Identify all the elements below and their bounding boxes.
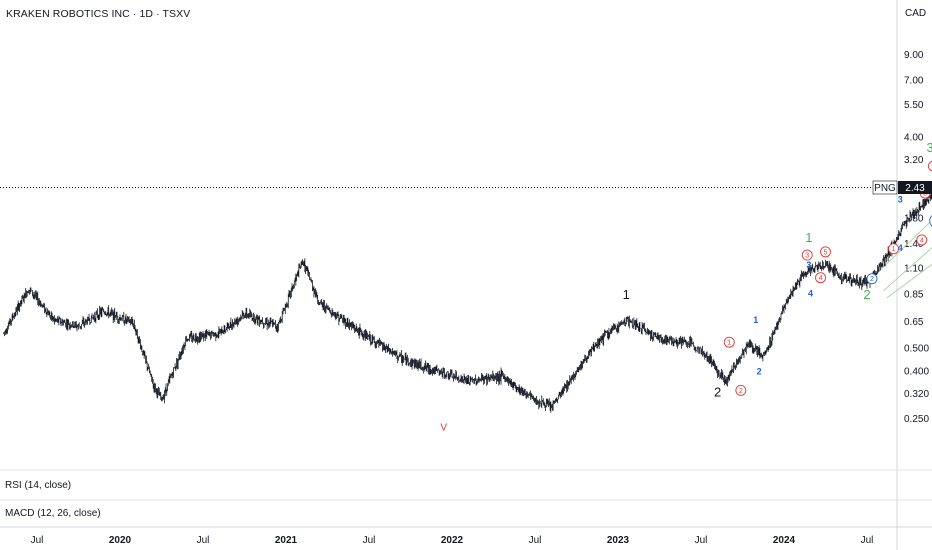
- wave-circle-label: 2: [739, 388, 743, 395]
- x-tick-label: Jul: [529, 535, 542, 546]
- wave-circle-label: 5: [824, 249, 828, 256]
- wave-circle-label: 4: [920, 237, 924, 244]
- wave-label: 2: [714, 385, 721, 400]
- wave-circle: [820, 246, 831, 258]
- x-tick-label: 2020: [109, 535, 132, 546]
- ticker-badge-label: PNG: [874, 183, 896, 194]
- y-tick-label: 0.320: [904, 389, 929, 400]
- y-tick-label: 4.00: [904, 132, 924, 143]
- chart-title: KRAKEN ROBOTICS INC · 1D · TSXV: [6, 8, 191, 20]
- rsi-indicator-label[interactable]: RSI (14, close): [5, 480, 72, 491]
- wave-label: 1: [805, 230, 812, 245]
- trend-channel: [866, 219, 932, 299]
- x-tick-label: 2024: [773, 535, 796, 546]
- y-tick-label: 1.10: [904, 264, 924, 275]
- wave-circle: [927, 160, 932, 172]
- wave-label: 3: [926, 140, 932, 155]
- channel-line: [866, 219, 932, 284]
- channel-line: [886, 263, 932, 299]
- y-axis-ticks: 9.00 7.00 5.50 4.00 3.20 1.80 1.40 1.10 0.85 0.65…: [904, 50, 929, 425]
- x-tick-label: Jul: [197, 535, 210, 546]
- wave-circle: [723, 336, 735, 348]
- channel-line: [883, 246, 932, 292]
- wave-label: 3: [806, 260, 811, 270]
- y-tick-label: 7.00: [904, 76, 924, 87]
- wave-circle: [815, 272, 826, 284]
- y-tick-label: 0.400: [904, 366, 929, 377]
- wave-circle-label: 1: [892, 246, 896, 253]
- wave-circle: [866, 273, 878, 285]
- macd-indicator-label[interactable]: MACD (12, 26, close): [5, 508, 101, 519]
- y-tick-label: 0.65: [904, 317, 924, 328]
- price-badge-label: 2.43: [905, 183, 925, 194]
- wave-label: V: [440, 423, 447, 434]
- wave-label: 1: [623, 287, 630, 302]
- wave-circle-label: 4: [819, 275, 823, 282]
- y-tick-label: 5.50: [904, 100, 924, 111]
- candles: [3, 191, 932, 413]
- x-tick-label: Jul: [363, 535, 376, 546]
- x-tick-label: 2023: [607, 535, 630, 546]
- wave-labels: IIIIIVV12345123512343454: [440, 140, 932, 434]
- wave-circle: [929, 215, 932, 227]
- x-tick-label: 2021: [275, 535, 298, 546]
- y-tick-label: 0.500: [904, 344, 929, 355]
- wave-label: 2: [757, 367, 762, 377]
- x-tick-label: 2022: [441, 535, 464, 546]
- y-tick-label: 3.20: [904, 155, 924, 166]
- x-axis-ticks: Jul2020Jul2021Jul2022Jul2023Jul2024Jul20…: [31, 535, 874, 546]
- currency-label[interactable]: CAD: [905, 8, 927, 19]
- wave-circle: [735, 384, 747, 396]
- wave-label: 4: [808, 289, 813, 299]
- wave-circle-label: 3: [805, 253, 809, 260]
- wave-circle-label: 1: [727, 340, 731, 347]
- wave-circle-label: 2: [870, 276, 874, 283]
- price-marker: PNG 2.43: [872, 180, 932, 195]
- wave-circle: [801, 249, 813, 261]
- y-tick-label: 0.250: [904, 414, 929, 425]
- x-tick-label: Jul: [695, 535, 708, 546]
- wave-circle-label: 3: [923, 191, 927, 198]
- y-tick-label: 0.85: [904, 290, 924, 301]
- wave-circle: [916, 234, 928, 246]
- y-tick-label: 9.00: [904, 50, 924, 61]
- y-tick-label: 1.40: [904, 239, 924, 250]
- x-tick-label: Jul: [861, 535, 874, 546]
- wave-label: 2: [863, 287, 870, 302]
- x-tick-label: Jul: [31, 535, 44, 546]
- wave-label: 1: [753, 315, 758, 325]
- ticker-badge: [872, 180, 898, 195]
- wave-circle: [888, 243, 900, 255]
- y-tick-label: 1.80: [904, 213, 924, 224]
- price-badge: [898, 181, 932, 194]
- wave-label: 3: [898, 194, 903, 204]
- wave-label: 4: [898, 243, 903, 253]
